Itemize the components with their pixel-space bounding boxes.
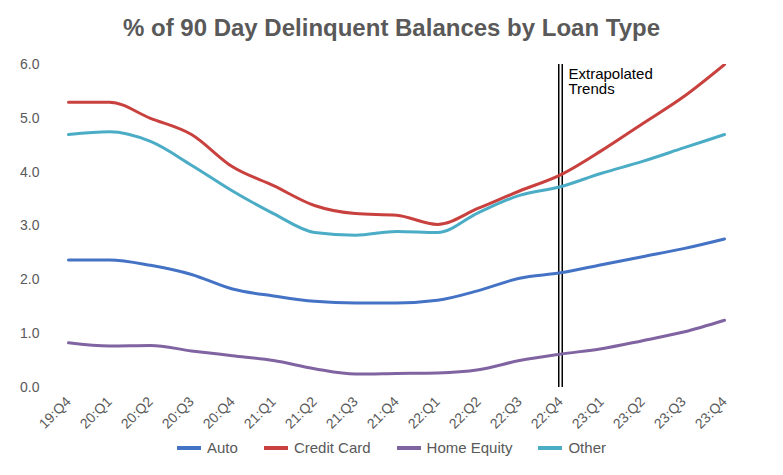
- html-text:% of 90 Day Delinquent Balance: % of 90 Day Delinquent Balances by Loan …: [123, 14, 660, 41]
- svg-text:5.0: 5.0: [20, 110, 40, 126]
- svg-text:21:Q4: 21:Q4: [364, 393, 402, 431]
- svg-text:23:Q1: 23:Q1: [569, 393, 607, 431]
- svg-text:20:Q1: 20:Q1: [77, 393, 115, 431]
- svg-text:0.0: 0.0: [20, 379, 40, 395]
- svg-text:ExtrapolatedTrends: ExtrapolatedTrends: [569, 65, 653, 97]
- svg-text:20:Q4: 20:Q4: [200, 393, 238, 431]
- svg-text:22:Q2: 22:Q2: [446, 393, 484, 431]
- svg-text:6.0: 6.0: [20, 56, 40, 72]
- svg-text:1.0: 1.0: [20, 325, 40, 341]
- html-text:Auto: Auto: [207, 439, 238, 456]
- svg-text:21:Q3: 21:Q3: [323, 393, 361, 431]
- svg-text:2.0: 2.0: [20, 271, 40, 287]
- svg-text:22:Q1: 22:Q1: [405, 393, 443, 431]
- svg-text:21:Q2: 21:Q2: [282, 393, 320, 431]
- svg-text:20:Q2: 20:Q2: [118, 393, 156, 431]
- svg-text:22:Q3: 22:Q3: [487, 393, 525, 431]
- svg-text:23:Q4: 23:Q4: [692, 393, 730, 431]
- svg-text:3.0: 3.0: [20, 217, 40, 233]
- html-text:Home Equity: Home Equity: [426, 439, 513, 456]
- svg-text:23:Q2: 23:Q2: [610, 393, 648, 431]
- html-text:Other: Other: [568, 439, 606, 456]
- svg-text:23:Q3: 23:Q3: [651, 393, 689, 431]
- html-text:Credit Card: Credit Card: [293, 439, 371, 456]
- svg-text:4.0: 4.0: [20, 164, 40, 180]
- svg-text:19:Q4: 19:Q4: [36, 393, 74, 431]
- svg-text:22:Q4: 22:Q4: [528, 393, 566, 431]
- svg-text:21:Q1: 21:Q1: [241, 393, 279, 431]
- svg-text:20:Q3: 20:Q3: [159, 393, 197, 431]
